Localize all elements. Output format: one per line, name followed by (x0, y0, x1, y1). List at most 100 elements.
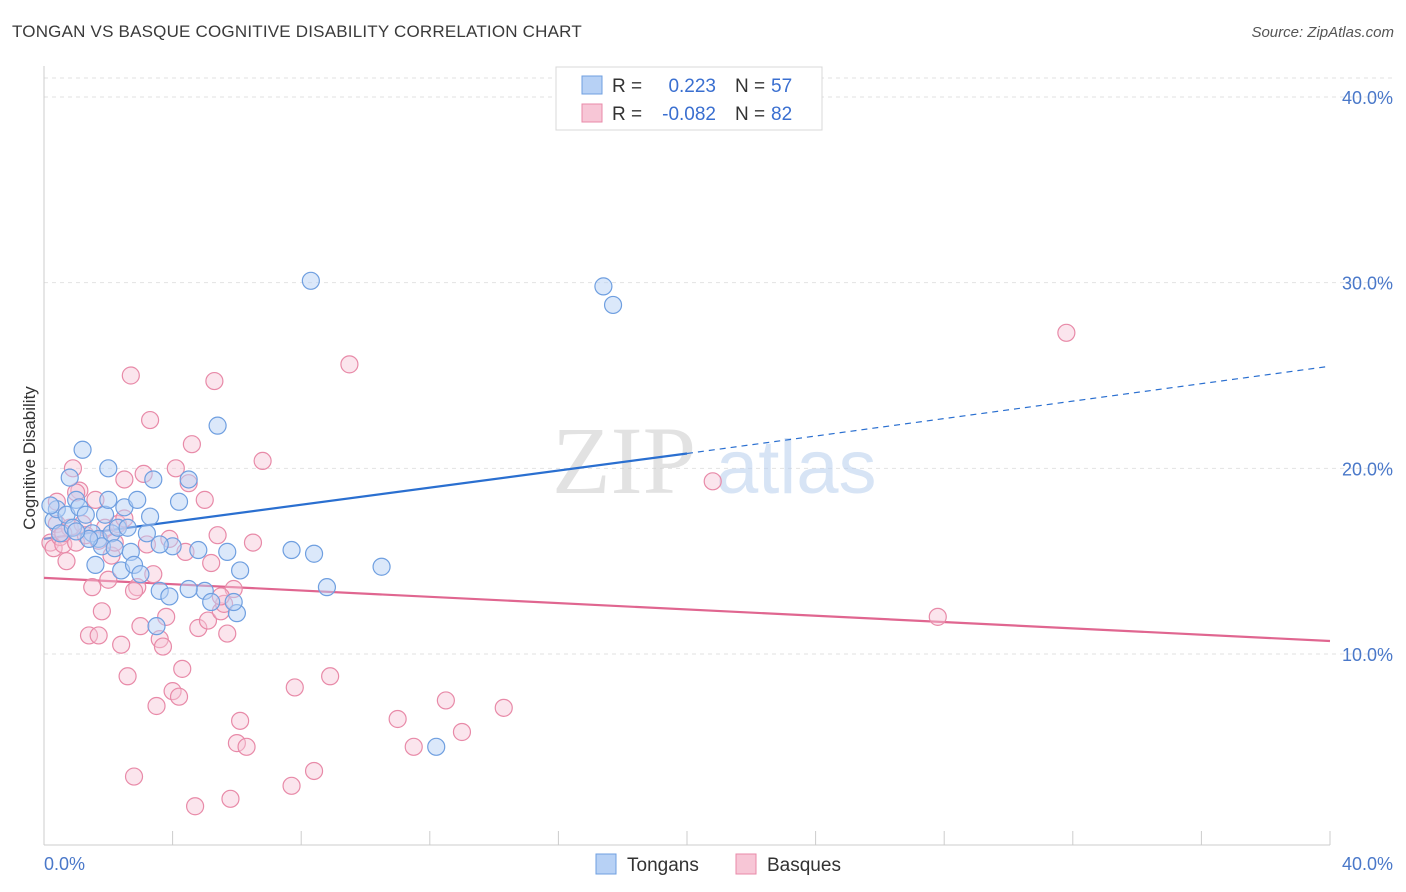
legend-r-value-2: -0.082 (662, 104, 716, 125)
legend-n-value-1: 57 (771, 76, 792, 97)
bottom-legend-basques: Basques (767, 855, 841, 876)
point-basques-5 (57, 552, 76, 571)
x-tick-max: 40.0% (1342, 854, 1393, 874)
point-tongans-14 (95, 505, 115, 524)
point-basques-49 (205, 371, 224, 391)
point-basques-15 (89, 626, 108, 645)
point-tongans-41 (231, 561, 250, 580)
point-basques-45 (189, 618, 208, 638)
point-tongans-28 (144, 470, 163, 489)
trend-line-basques (43, 576, 1331, 643)
point-tongans-11 (86, 555, 105, 574)
point-basques-22 (112, 635, 131, 654)
chart-title: TONGAN VS BASQUE COGNITIVE DISABILITY CO… (12, 22, 582, 41)
axes (43, 66, 1331, 846)
point-tongans-9 (76, 505, 95, 524)
point-tongans-38 (208, 416, 227, 435)
point-tongans-48 (594, 277, 613, 296)
point-tongans-37 (202, 592, 221, 612)
point-basques-35 (153, 637, 173, 656)
point-tongans-44 (304, 544, 324, 563)
point-tongans-17 (105, 539, 124, 558)
point-basques-70 (494, 698, 513, 717)
point-tongans-53 (224, 592, 243, 612)
legend-n-label-2: N = (735, 104, 765, 125)
point-basques-26 (124, 767, 144, 786)
point-basques-18 (99, 570, 118, 589)
point-basques-28 (131, 617, 150, 636)
y-tick-labels: 10.0% 20.0% 30.0% 40.0% (1342, 88, 1393, 665)
point-basques-33 (147, 696, 166, 716)
watermark-zip: ZIP (552, 407, 696, 514)
y-tick-label-30: 30.0% (1342, 274, 1393, 294)
bottom-legend-tongans: Tongans (627, 855, 699, 876)
source-label: Source: ZipAtlas.com (1251, 24, 1394, 41)
point-tongans-50 (41, 496, 60, 515)
point-basques-44 (186, 797, 205, 816)
bottom-legend-swatch-basques (735, 853, 757, 875)
point-basques-62 (285, 678, 304, 697)
point-basques-61 (282, 776, 301, 795)
y-tick-label-20: 20.0% (1342, 459, 1393, 479)
point-basques-59 (243, 533, 263, 552)
point-basques-13 (83, 578, 102, 597)
point-basques-69 (452, 722, 472, 742)
trend-line-tongans-extension (686, 365, 1331, 455)
point-tongans-45 (317, 578, 337, 597)
point-tongans-46 (372, 557, 391, 576)
point-tongans-31 (160, 587, 179, 606)
watermark-atlas: atlas (716, 425, 877, 510)
x-tick-min: 0.0% (44, 854, 85, 874)
point-basques-48 (202, 553, 221, 573)
point-basques-12 (79, 626, 99, 645)
point-basques-72 (928, 607, 947, 626)
point-tongans-15 (99, 490, 118, 509)
point-basques-67 (404, 737, 423, 756)
point-tongans-8 (73, 440, 92, 459)
point-basques-46 (195, 490, 214, 509)
y-tick-label-10: 10.0% (1342, 645, 1393, 665)
legend-n-value-2: 82 (771, 104, 792, 125)
point-tongans-47 (427, 737, 446, 756)
y-axis-label: Cognitive Disability (20, 386, 39, 530)
point-basques-50 (208, 526, 227, 545)
point-tongans-52 (99, 459, 118, 478)
point-basques-73 (1057, 323, 1076, 342)
point-tongans-43 (301, 271, 320, 290)
legend-r-label-2: R = (612, 104, 642, 125)
point-basques-58 (237, 737, 256, 756)
point-basques-76 (124, 581, 144, 600)
point-basques-57 (231, 711, 250, 730)
point-basques-66 (388, 709, 407, 729)
point-tongans-39 (218, 542, 237, 561)
point-basques-23 (115, 470, 134, 489)
point-tongans-25 (131, 565, 150, 584)
point-tongans-35 (189, 540, 208, 560)
legend-r-value-1: 0.223 (668, 76, 716, 97)
point-basques-68 (436, 691, 455, 710)
point-tongans-56 (67, 522, 86, 541)
point-basques-16 (92, 602, 111, 621)
point-tongans-34 (179, 470, 198, 489)
point-basques-53 (218, 624, 237, 643)
point-basques-25 (121, 366, 140, 385)
point-basques-47 (198, 611, 218, 630)
point-tongans-33 (169, 492, 189, 511)
point-basques-65 (340, 355, 359, 374)
top-legend: R = 0.223 N = 57 R = -0.082 N = 82 (555, 66, 823, 131)
point-basques-38 (166, 459, 185, 478)
point-basques-60 (253, 451, 272, 471)
point-tongans-42 (282, 540, 301, 560)
point-basques-31 (140, 410, 160, 430)
point-basques-24 (118, 667, 137, 686)
point-tongans-21 (118, 518, 137, 537)
point-tongans-29 (147, 617, 166, 636)
point-basques-71 (703, 472, 722, 491)
point-tongans-51 (179, 579, 198, 599)
point-tongans-4 (60, 468, 79, 487)
legend-swatch-basques (581, 103, 603, 123)
point-tongans-24 (128, 490, 147, 509)
point-basques-43 (182, 435, 201, 454)
y-tick-label-40: 40.0% (1342, 88, 1393, 108)
